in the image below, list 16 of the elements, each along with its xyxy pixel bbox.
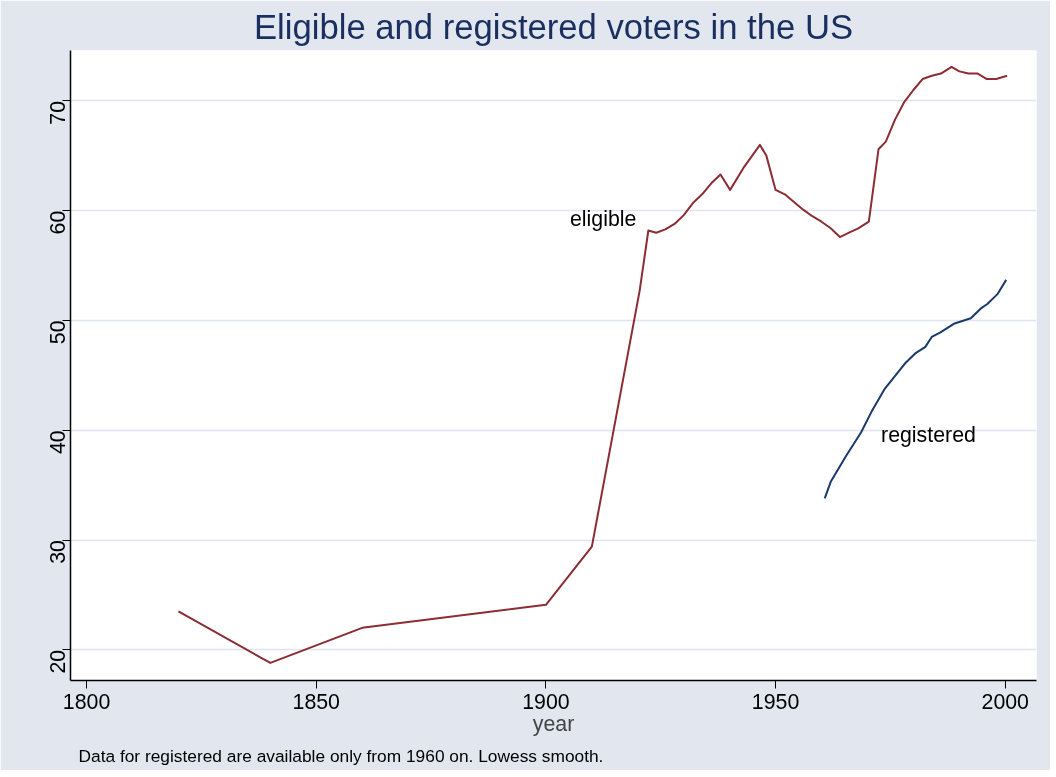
y-tick-label: 60 [46,210,70,235]
series-label: registered [881,423,976,448]
y-tick-label: 20 [46,649,70,674]
x-tick-label: 2000 [981,689,1030,714]
y-tick-label: 40 [46,430,70,454]
chart-title: Eligible and registered voters in the US [253,7,854,46]
x-tick-label: 1900 [522,689,570,714]
text: Data for registered are available only from 1960 on. Lowess smooth. [78,745,604,766]
x-tick-label: 1800 [62,689,111,714]
series-label: eligible [569,206,637,231]
y-tick-label: 70 [46,100,70,125]
y-tick-label: 50 [46,320,70,345]
x-tick-label: 1950 [751,689,800,714]
x-axis-title: year [532,711,575,736]
y-tick-label: 30 [46,539,70,564]
x-tick-label: 1850 [292,689,341,714]
